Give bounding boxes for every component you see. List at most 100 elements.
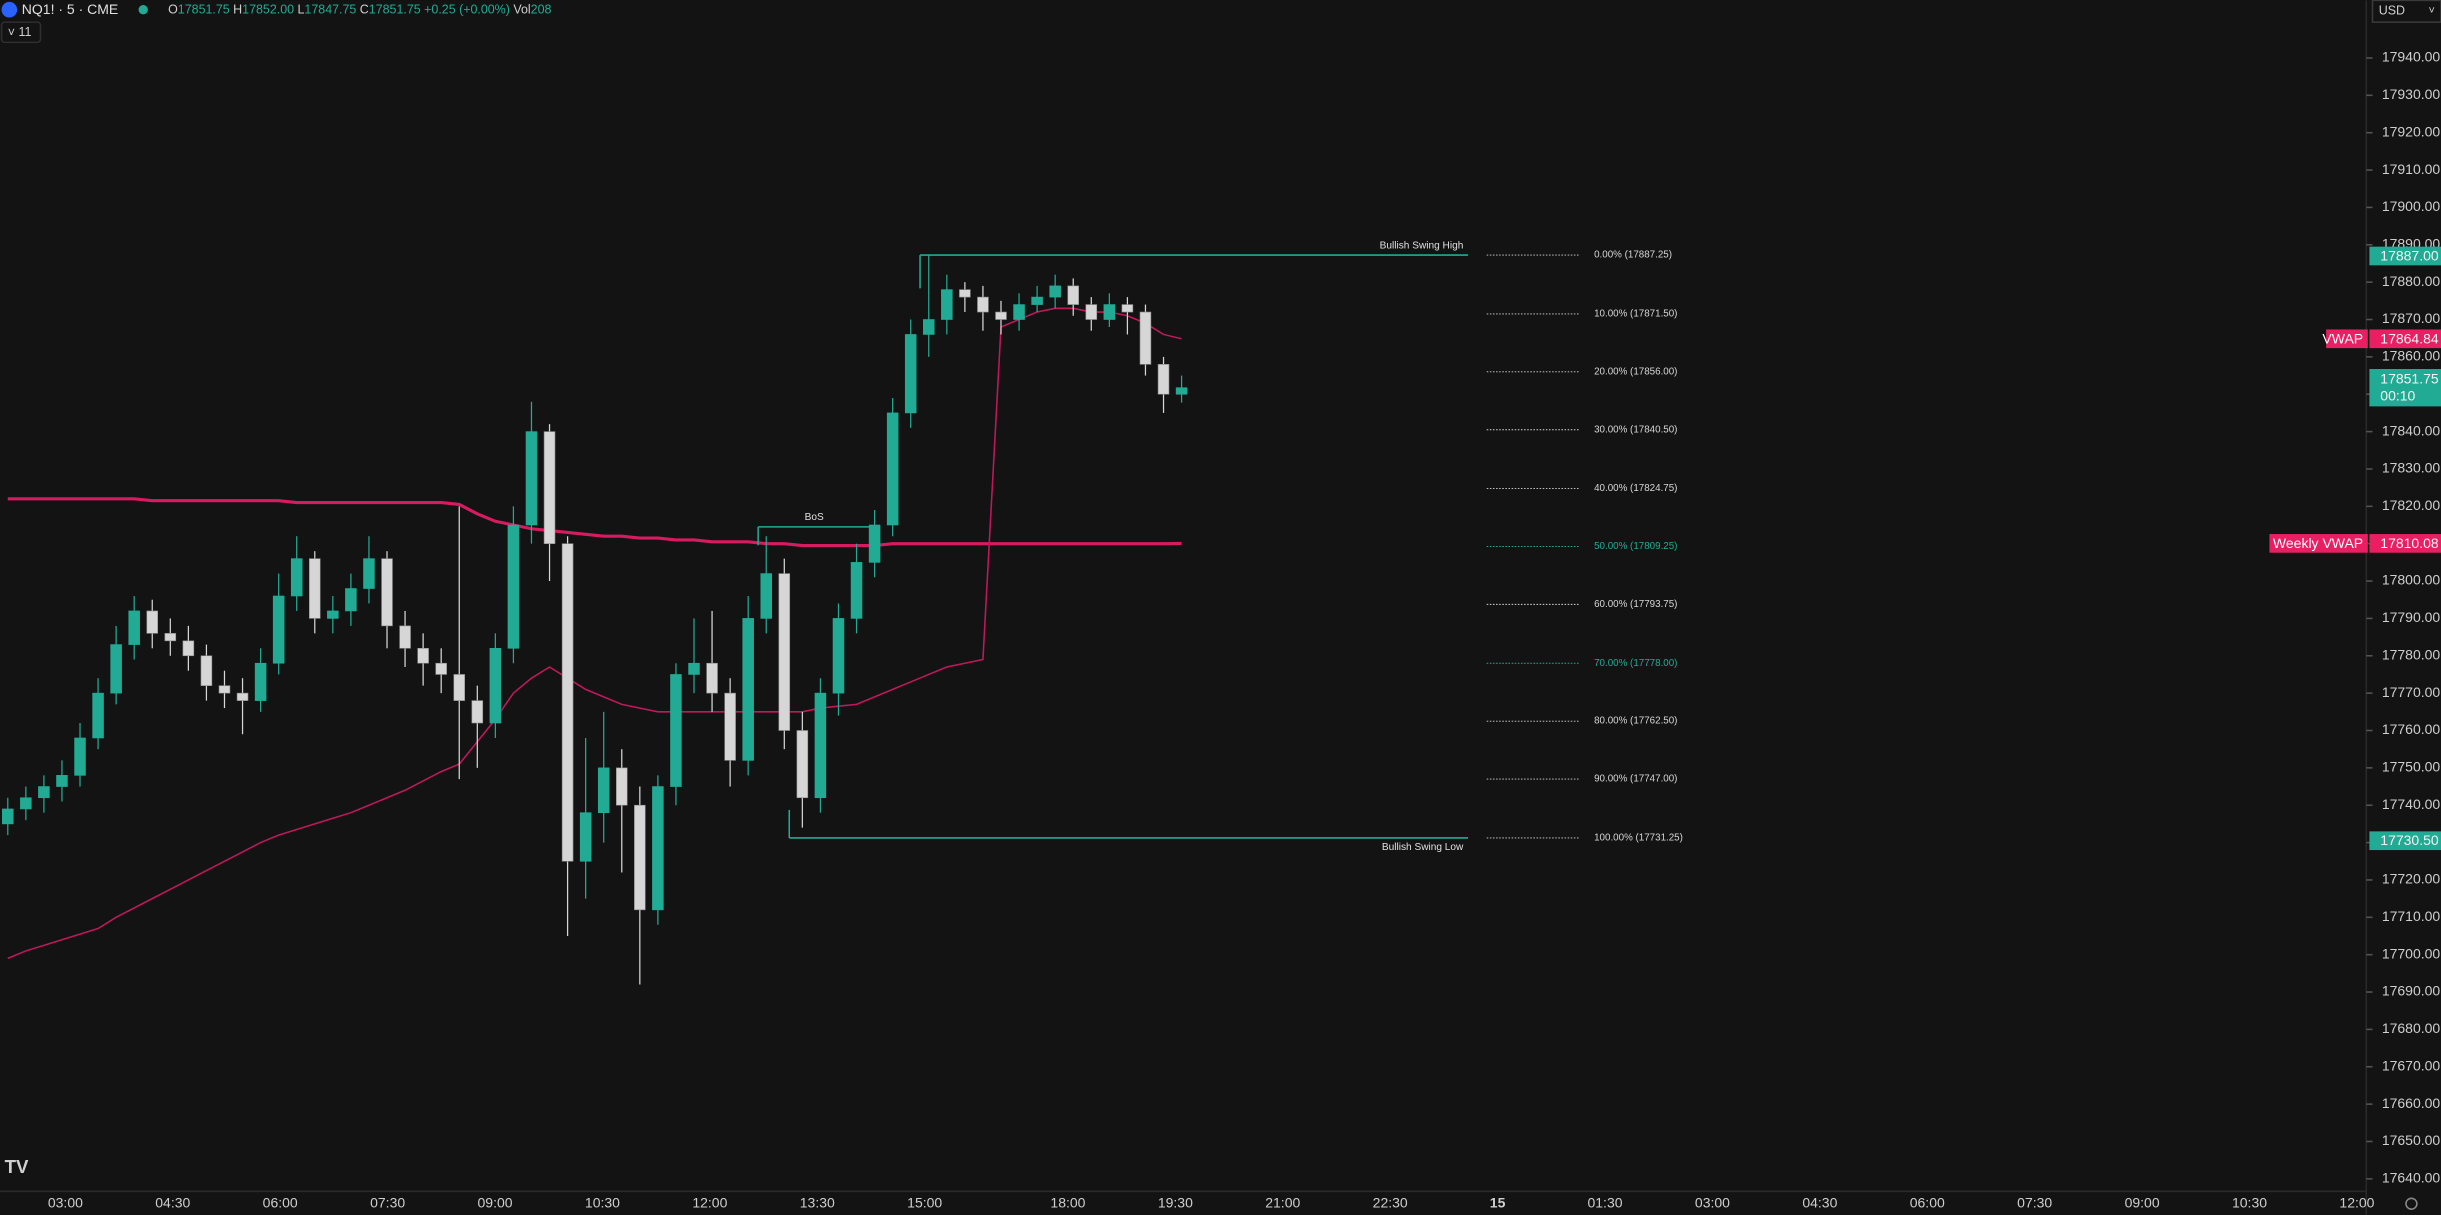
currency-button[interactable] [2371, 0, 2441, 23]
candle-body [977, 296, 989, 313]
candle-body [1049, 285, 1061, 298]
price-badge-label: 17730.50 [2380, 832, 2439, 848]
y-tick-label: 17880.00 [2382, 273, 2441, 289]
candle-body [399, 625, 411, 649]
candle-body [959, 289, 971, 298]
fib-label: 40.00% (17824.75) [1594, 483, 1677, 494]
x-tick-label: 21:00 [1265, 1194, 1300, 1210]
candle-body [778, 573, 791, 731]
settings-icon[interactable] [2405, 1197, 2418, 1210]
fib-label: 50.00% (17809.25) [1594, 541, 1677, 552]
x-tick-label: 07:30 [2017, 1194, 2052, 1210]
vwap-line [7, 497, 1182, 548]
annotation-label: Bullish Swing High [1380, 240, 1464, 251]
x-tick-label: 09:00 [2125, 1194, 2160, 1210]
price-badge [2369, 831, 2441, 851]
x-tick-label: 07:30 [370, 1194, 405, 1210]
x-tick-label: 15:00 [907, 1194, 942, 1210]
candle-body [453, 674, 466, 701]
value: 17852.00 [242, 3, 294, 17]
price-badge-label: 17810.08 [2380, 535, 2439, 551]
label: C [360, 3, 369, 17]
y-tick-label: 17680.00 [2382, 1020, 2441, 1036]
candle-body [652, 786, 664, 911]
candle-body [74, 737, 86, 776]
x-tick-label: 12:00 [692, 1194, 727, 1210]
candle-body [272, 595, 285, 664]
value: 17851.75 [369, 3, 421, 17]
label: Vol [513, 3, 530, 17]
symbol-icon [1, 1, 18, 18]
fib-label: 80.00% (17762.50) [1594, 716, 1677, 727]
y-tick-label: 17870.00 [2382, 310, 2441, 326]
candle-body [1139, 311, 1152, 365]
vwap-line [7, 307, 1182, 960]
y-tick-label: 17710.00 [2382, 908, 2441, 924]
annotation-label: Bullish Swing Low [1382, 842, 1464, 853]
countdown: 00:10 [2380, 388, 2415, 404]
header: NQ1! · 5 · CME O17851.75 H17852.00 L1784… [0, 0, 2441, 44]
candle-body [1031, 296, 1043, 305]
candle-body [796, 730, 809, 799]
candle-body [254, 662, 267, 701]
candle-body [1121, 304, 1134, 313]
label: L [298, 3, 305, 17]
x-tick-label: 22:30 [1373, 1194, 1408, 1210]
candle-body [345, 588, 357, 612]
indicators-count[interactable]: ˅ 11 [8, 25, 32, 39]
y-tick-label: 17640.00 [2382, 1170, 2441, 1186]
candle-body [1175, 387, 1188, 395]
value: 17847.75 [304, 3, 356, 17]
candle-body [164, 633, 177, 642]
annotation-label: BoS [805, 512, 824, 523]
candle-body [742, 618, 754, 761]
x-tick-label: 04:30 [155, 1194, 190, 1210]
candle-body [904, 334, 917, 414]
candle-body [814, 692, 827, 799]
price-badge [2369, 246, 2441, 266]
y-tick-label: 17820.00 [2382, 497, 2441, 513]
y-tick-label: 17770.00 [2382, 684, 2441, 700]
x-tick-label: 03:00 [1695, 1194, 1730, 1210]
candle-body [561, 543, 574, 862]
ohlc: O17851.75 H17852.00 L17847.75 C17851.75 … [168, 3, 551, 17]
candle-body [471, 700, 484, 724]
indicators-toggle[interactable] [0, 21, 42, 44]
currency[interactable]: USD [2379, 4, 2405, 18]
candle-body [236, 692, 249, 701]
candle-body [706, 662, 718, 694]
candle-body [182, 640, 195, 657]
candle-body [868, 524, 881, 563]
y-tick-label: 17830.00 [2382, 460, 2441, 476]
x-tick-label: 10:30 [585, 1194, 620, 1210]
candle-body [128, 610, 140, 645]
x-tick-label: 06:00 [1910, 1194, 1945, 1210]
x-tick-label: 04:30 [1802, 1194, 1837, 1210]
candle-body [435, 662, 447, 675]
candle-body [381, 558, 393, 627]
x-tick-label: 01:30 [1587, 1194, 1622, 1210]
series-name-label: VWAP [2322, 330, 2363, 346]
y-tick-label: 17800.00 [2382, 572, 2441, 588]
y-tick-label: 17670.00 [2382, 1057, 2441, 1073]
candle-body [760, 573, 772, 619]
label: H [233, 3, 242, 17]
candle-body [579, 812, 592, 862]
y-tick-label: 17910.00 [2382, 161, 2441, 177]
fib-label: 0.00% (17887.25) [1594, 250, 1672, 261]
x-tick-label: 19:30 [1158, 1194, 1193, 1210]
logo: TV [5, 1156, 29, 1177]
candle-body [616, 767, 628, 806]
y-tick-label: 17660.00 [2382, 1095, 2441, 1111]
candle-body [1157, 364, 1170, 395]
candle-body [146, 610, 159, 634]
candle-body [200, 655, 213, 686]
candle-body [1085, 304, 1098, 320]
y-tick-label: 17940.00 [2382, 49, 2441, 65]
fib-label: 60.00% (17793.75) [1594, 599, 1677, 610]
fib-label: 30.00% (17840.50) [1594, 424, 1677, 435]
fib-label: 10.00% (17871.50) [1594, 309, 1677, 320]
y-tick-label: 17860.00 [2382, 348, 2441, 364]
candle-body [92, 692, 104, 739]
